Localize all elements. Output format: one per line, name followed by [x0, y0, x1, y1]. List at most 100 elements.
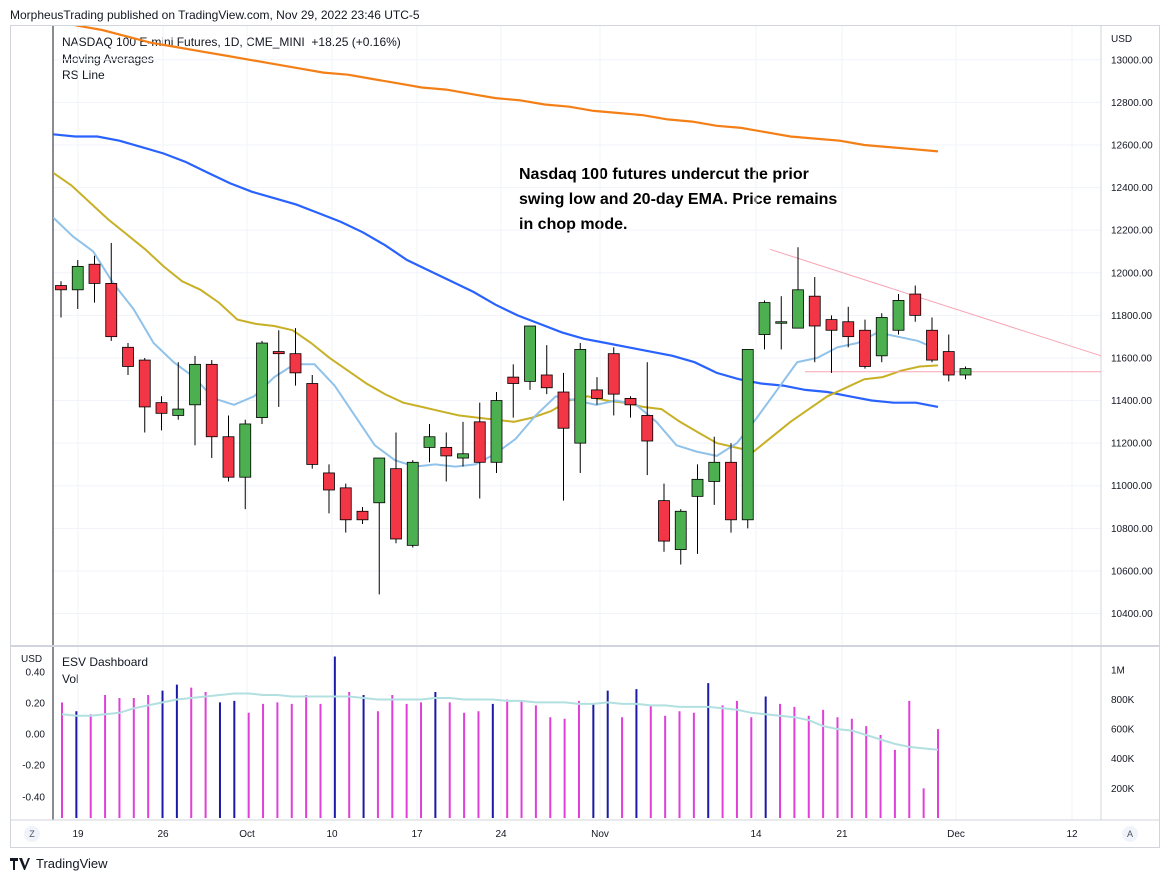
date-tick-label: 19: [72, 829, 84, 840]
candle-body: [205, 363, 218, 438]
price-tick-label: 12000.00: [1111, 268, 1153, 279]
candle-body: [272, 351, 285, 355]
ema200-line: [74, 26, 939, 153]
candle-body: [289, 353, 302, 374]
esv-tick-label: -0.40: [22, 793, 45, 804]
volume-tick-label: 600K: [1111, 725, 1135, 736]
price-tick-label: 13000.00: [1111, 55, 1153, 66]
date-tick-label: 14: [750, 829, 762, 840]
esv-tick-label: -0.20: [22, 761, 45, 772]
candle-body: [942, 351, 955, 376]
esv-tick-label: 0.40: [26, 668, 46, 679]
candle-body: [105, 283, 118, 338]
price-tick-label: 10800.00: [1111, 524, 1153, 535]
candle-body: [490, 400, 503, 463]
candle-body: [641, 415, 654, 442]
candle-body: [775, 321, 788, 324]
vol-label[interactable]: Vol: [62, 671, 79, 686]
price-tick-label: 10600.00: [1111, 566, 1153, 577]
price-tick-label: 11400.00: [1111, 396, 1152, 407]
price-tick-label: 11600.00: [1111, 353, 1152, 364]
date-tick-label: Oct: [239, 829, 255, 840]
candle-body: [792, 289, 804, 329]
date-tick-label: 26: [157, 829, 169, 840]
auto-scale-button[interactable]: A: [1122, 826, 1138, 842]
date-tick-label: Dec: [947, 829, 965, 840]
candle-body: [808, 295, 821, 327]
candle-body: [909, 293, 922, 316]
candle-body: [457, 453, 469, 459]
price-tick-label: 11000.00: [1111, 481, 1152, 492]
tradingview-brand: TradingView: [36, 856, 108, 871]
date-tick-label: 24: [495, 829, 507, 840]
candle-body: [71, 265, 84, 291]
date-tick-label: 12: [1066, 829, 1078, 840]
esv-dashboard-label[interactable]: ESV Dashboard: [62, 655, 149, 669]
moving-averages-label[interactable]: Moving Averages: [62, 51, 154, 66]
price-currency: USD: [1111, 34, 1133, 45]
candle-body: [842, 321, 855, 338]
change-label: +18.25 (+0.16%): [311, 35, 401, 49]
date-tick-label: 21: [836, 829, 848, 840]
candle-body: [473, 421, 486, 463]
date-tick-label: 17: [411, 829, 423, 840]
candle-body: [239, 423, 252, 478]
date-tick-label: Nov: [591, 829, 609, 840]
candle-body: [507, 376, 520, 384]
sma50-line: [53, 133, 939, 408]
candle-body: [591, 389, 603, 399]
candle-body: [306, 383, 319, 465]
price-tick-label: 11800.00: [1111, 311, 1152, 322]
candle-body: [574, 349, 587, 444]
lower-currency: USD: [21, 654, 43, 665]
price-tick-label: 11200.00: [1111, 439, 1152, 450]
candle-body: [725, 461, 737, 521]
candle-body: [356, 510, 369, 521]
candle-body: [155, 402, 168, 414]
candle-body: [892, 300, 905, 331]
candle-body: [256, 342, 268, 418]
trend-line-upper: [769, 248, 1102, 357]
candle-body: [440, 446, 453, 457]
candle-body: [55, 285, 67, 291]
price-tick-label: 12600.00: [1111, 140, 1153, 151]
candle-body: [339, 487, 352, 521]
symbol-label: NASDAQ 100 E-mini Futures, 1D, CME_MINI: [62, 35, 305, 49]
esv-tick-label: 0.20: [26, 699, 46, 710]
candle-body: [373, 457, 386, 504]
candle-body: [959, 368, 972, 376]
candle-body: [875, 317, 888, 357]
candle-body: [172, 408, 185, 416]
candle-body: [624, 398, 637, 406]
volume-tick-label: 1M: [1111, 665, 1125, 676]
candle-body: [741, 349, 754, 521]
chart-annotation: Nasdaq 100 futures undercut the prior sw…: [519, 166, 838, 233]
rs-line-label[interactable]: RS Line: [62, 68, 105, 82]
publish-header: MorpheusTrading published on TradingView…: [10, 8, 420, 22]
candle-body: [691, 478, 704, 497]
candle-body: [122, 346, 134, 367]
ma-group: [53, 26, 939, 468]
volume-tick-label: 800K: [1111, 695, 1135, 706]
candle-body: [423, 436, 436, 448]
candle-body: [658, 500, 670, 542]
lower-legend: ESV Dashboard Vol: [62, 654, 148, 687]
candle-body: [758, 302, 771, 335]
candle-body: [557, 391, 570, 429]
legend: NASDAQ 100 E-mini Futures, 1D, CME_MINI …: [62, 34, 401, 84]
price-tick-label: 12400.00: [1111, 183, 1153, 194]
price-tick-label: 12800.00: [1111, 98, 1153, 109]
candle-body: [222, 436, 235, 478]
chart-frame: [10, 25, 1160, 848]
candle-body: [540, 374, 553, 389]
volume-ma-line: [61, 692, 939, 751]
date-tick-label: 10: [326, 829, 338, 840]
candle-body: [138, 359, 151, 408]
log-scale-button[interactable]: Z: [24, 826, 40, 842]
candle-body: [825, 319, 838, 331]
volume-tick-label: 200K: [1111, 784, 1135, 795]
candle-body: [88, 263, 101, 284]
candle-body: [708, 461, 721, 482]
tradingview-logo[interactable]: TradingView: [10, 856, 108, 871]
